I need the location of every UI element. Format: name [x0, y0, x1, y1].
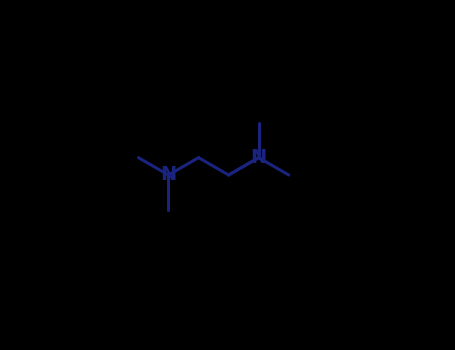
Text: N: N — [160, 166, 177, 184]
Text: N: N — [251, 148, 267, 167]
